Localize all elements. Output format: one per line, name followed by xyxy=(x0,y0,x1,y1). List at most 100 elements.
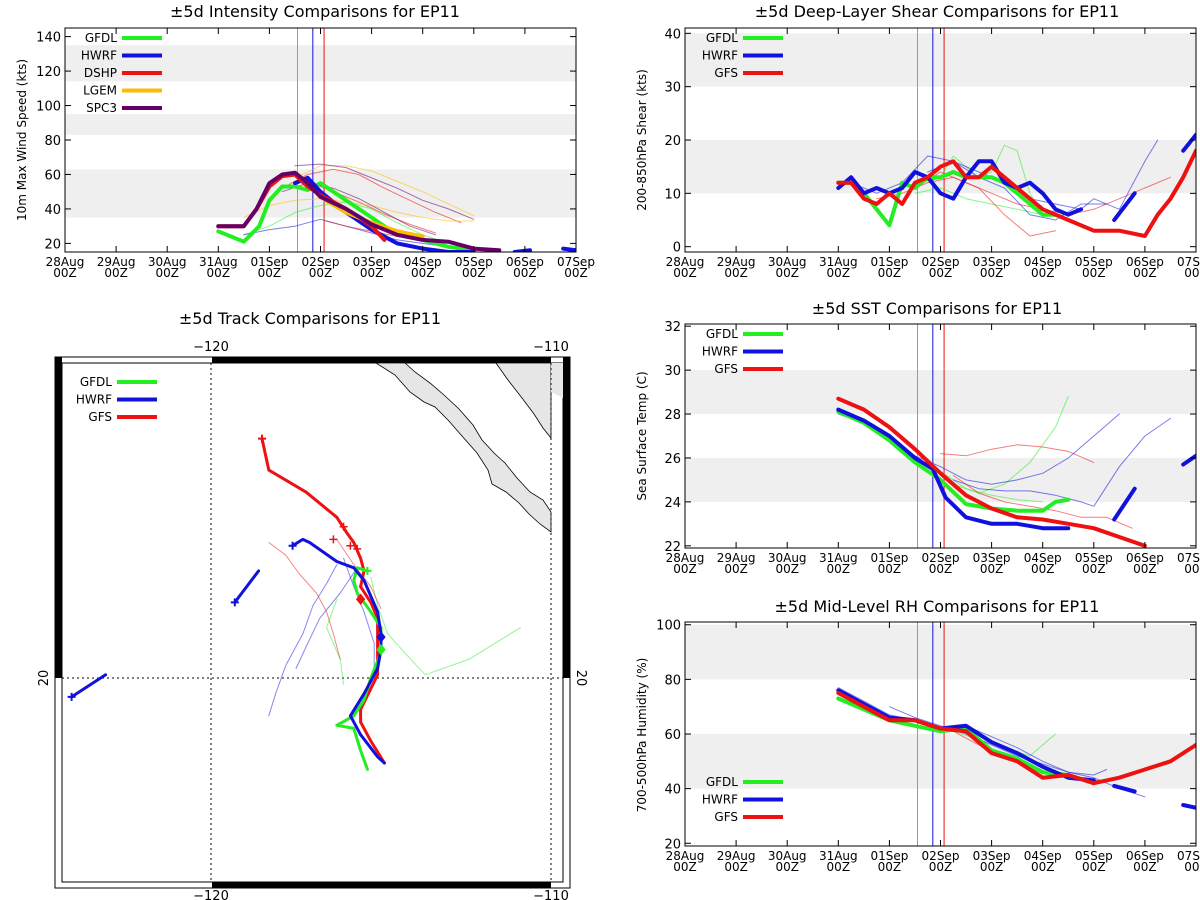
gray-band xyxy=(65,114,576,135)
series-spc3 xyxy=(216,170,502,252)
x-tick-label-date: 30Aug xyxy=(768,849,807,863)
series-spc3-ensemble xyxy=(294,163,475,220)
x-tick-label-date: 31Aug xyxy=(819,849,858,863)
x-tick-label-date: 06Sep xyxy=(1126,255,1164,269)
series-hwrf xyxy=(561,246,576,252)
x-tick-label-date: 30Aug xyxy=(768,255,807,269)
x-tick-label-hour: 00Z xyxy=(980,860,1004,874)
x-tick-label-hour: 00Z xyxy=(929,860,953,874)
track-time-marker xyxy=(346,541,355,550)
legend-label-hwrf: HWRF xyxy=(76,393,112,407)
track-hwrf-ensemble xyxy=(268,564,338,717)
x-tick-label-hour: 00Z xyxy=(980,562,1004,576)
y-tick-label: 26 xyxy=(664,452,681,467)
map-border-left-upper xyxy=(55,357,62,678)
series-gfdl xyxy=(836,409,1071,513)
track-markers xyxy=(67,434,386,701)
series-hwrf xyxy=(1112,486,1137,522)
y-tick-label: 60 xyxy=(664,728,681,743)
x-tick-label-date: 03Sep xyxy=(973,849,1011,863)
x-tick-label-hour: 00Z xyxy=(673,860,697,874)
x-tick-label-date: 04Sep xyxy=(1024,255,1062,269)
x-tick-label-date: 05Sep xyxy=(1075,849,1113,863)
x-tick-label-hour: 00Z xyxy=(878,860,902,874)
x-tick-label-hour: 00Z xyxy=(929,266,953,280)
y-tick-label: 32 xyxy=(664,320,681,335)
x-tick-label-date: 06Sep xyxy=(506,255,544,269)
y-tick-label: 30 xyxy=(664,81,681,96)
x-tick-label-date: 29Aug xyxy=(717,849,756,863)
x-tick-label-hour: 00Z xyxy=(104,266,128,280)
y-tick-label: 60 xyxy=(44,168,61,183)
lon-label-bottom-west: −120 xyxy=(193,889,229,900)
lon-label-bottom-east: −110 xyxy=(533,889,569,900)
x-tick-label-date: 07Sep xyxy=(1177,551,1200,565)
shear-title: ±5d Deep-Layer Shear Comparisons for EP1… xyxy=(755,2,1120,21)
x-tick-label-hour: 00Z xyxy=(827,860,851,874)
x-tick-label-date: 04Sep xyxy=(404,255,442,269)
x-tick-label-date: 05Sep xyxy=(455,255,493,269)
legend-label-gfs: GFS xyxy=(88,410,112,424)
sst-ylabel: Sea Surface Temp (C) xyxy=(635,371,649,500)
x-tick-label-date: 03Sep xyxy=(353,255,391,269)
track-panel: ±5d Track Comparisons for EP11 −120 −110… xyxy=(37,309,588,900)
legend-label-hwrf: HWRF xyxy=(702,793,738,807)
x-tick-label-date: 28Aug xyxy=(666,255,705,269)
track-time-marker xyxy=(329,535,338,544)
x-tick-label-date: 03Sep xyxy=(973,551,1011,565)
series-gfs xyxy=(836,148,1196,238)
series-gfs-ensemble xyxy=(876,176,1056,237)
x-tick-label-date: 02Sep xyxy=(302,255,340,269)
x-tick-label-date: 31Aug xyxy=(819,255,858,269)
series-dshp-ensemble xyxy=(325,220,398,237)
legend-label-gfs: GFS xyxy=(714,810,738,824)
track-position-marker xyxy=(355,593,366,606)
series-gfdl-ensemble xyxy=(940,470,1044,503)
x-tick-label-date: 28Aug xyxy=(46,255,85,269)
x-tick-label-hour: 00Z xyxy=(411,266,435,280)
gray-band xyxy=(685,33,1196,87)
legend-label-hwrf: HWRF xyxy=(702,49,738,63)
legend-label-gfdl: GFDL xyxy=(706,327,738,341)
rh-panel: ±5d Mid-Level RH Comparisons for EP11 70… xyxy=(635,597,1200,874)
series-hwrf xyxy=(836,688,1096,783)
x-tick-label-hour: 00Z xyxy=(724,562,748,576)
y-tick-label: 10 xyxy=(664,187,681,202)
x-tick-label-date: 03Sep xyxy=(973,255,1011,269)
x-tick-label-date: 28Aug xyxy=(666,551,705,565)
series-dshp-ensemble xyxy=(281,168,462,224)
x-tick-label-date: 31Aug xyxy=(819,551,858,565)
series-gfdl xyxy=(836,170,1058,228)
x-tick-label-hour: 00Z xyxy=(360,266,384,280)
x-tick-label-hour: 00Z xyxy=(1031,860,1055,874)
series-hwrf xyxy=(1181,132,1196,153)
x-tick-label-hour: 00Z xyxy=(564,266,588,280)
track-lines xyxy=(70,437,521,771)
x-tick-label-hour: 00Z xyxy=(878,266,902,280)
y-tick-label: 100 xyxy=(36,100,61,115)
track-start-marker xyxy=(230,598,239,607)
track-hwrf-ensemble xyxy=(295,567,358,669)
y-tick-label: 24 xyxy=(664,496,681,511)
x-tick-label-hour: 00Z xyxy=(207,266,231,280)
y-tick-label: 120 xyxy=(36,65,61,80)
series-hwrf-ensemble xyxy=(837,687,1146,798)
x-tick-label-hour: 00Z xyxy=(1133,562,1157,576)
x-tick-label-hour: 00Z xyxy=(827,266,851,280)
lon-label-top-west: −120 xyxy=(193,340,229,355)
track-title: ±5d Track Comparisons for EP11 xyxy=(179,309,441,328)
intensity-ylabel: 10m Max Wind Speed (kts) xyxy=(15,59,29,221)
track-time-marker xyxy=(353,544,362,553)
series-hwrf xyxy=(293,175,476,252)
x-tick-label-hour: 00Z xyxy=(1184,860,1200,874)
legend-label-hwrf: HWRF xyxy=(81,49,117,63)
x-tick-label-date: 02Sep xyxy=(922,551,960,565)
y-tick-label: 80 xyxy=(664,673,681,688)
lat-label-left: 20 xyxy=(37,670,52,687)
rh-title: ±5d Mid-Level RH Comparisons for EP11 xyxy=(775,597,1100,616)
series-lgem-ensemble xyxy=(243,198,475,222)
series-gfs xyxy=(836,691,1196,786)
x-tick-label-hour: 00Z xyxy=(1082,860,1106,874)
sst-series xyxy=(836,396,1196,548)
